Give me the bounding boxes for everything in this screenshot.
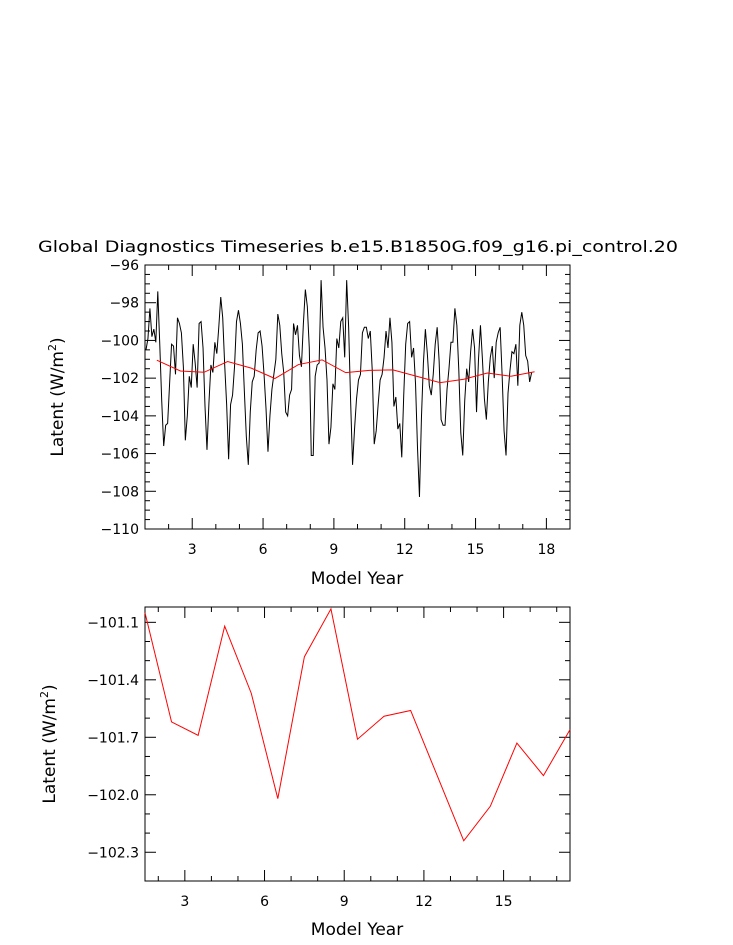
x-axis-label: Model Year	[311, 920, 403, 940]
plot-series	[145, 280, 535, 497]
y-tick-label: −98	[109, 296, 139, 312]
x-tick-label: 15	[495, 894, 513, 910]
y-axis-label-close: )	[40, 684, 60, 691]
series-line-annual-mean	[144, 607, 571, 842]
chart-title: Global Diagnostics Timeseries b.e15.B185…	[38, 237, 678, 257]
x-tick-label: 12	[396, 542, 414, 558]
x-tick-label: 6	[260, 894, 269, 910]
y-tick-label: −101.4	[87, 673, 139, 689]
y-axis-label-main: Latent (W/m	[48, 351, 68, 457]
x-tick-label: 6	[259, 542, 268, 558]
y-axis-label-main: Latent (W/m	[40, 698, 60, 804]
annual-mean-panel: −101.1 −101.4 −101.7 −102.0 −102.3 3 6 9 12 15 M…	[38, 606, 571, 940]
y-tick-label: −102.0	[87, 788, 139, 804]
x-tick-label: 9	[340, 894, 349, 910]
x-axis: 3 6 9 12 15 18	[144, 265, 571, 558]
y-tick-label: −96	[109, 258, 139, 274]
y-axis-label-superscript: 2	[46, 344, 59, 351]
y-tick-label: −102.3	[87, 845, 139, 861]
x-tick-label: 15	[467, 542, 485, 558]
y-axis-label: Latent (W/m2)	[38, 684, 60, 803]
y-axis: −110 −108 −106 −104 −102 −100 −98 −96	[101, 258, 570, 538]
x-axis-label: Model Year	[311, 569, 403, 589]
timeseries-panel: Global Diagnostics Timeseries b.e15.B185…	[38, 237, 678, 589]
y-tick-label: −101.7	[87, 730, 139, 746]
plot-series	[144, 607, 571, 842]
series-line-monthly	[145, 280, 533, 497]
y-tick-label: −106	[101, 447, 140, 463]
y-tick-label: −102	[101, 371, 139, 387]
y-tick-label: −101.1	[87, 615, 139, 631]
x-tick-label: 3	[188, 542, 197, 558]
x-tick-label: 18	[537, 542, 555, 558]
plot-frame	[144, 606, 571, 882]
x-tick-label: 12	[415, 894, 433, 910]
y-axis-label-close: )	[48, 337, 68, 344]
y-tick-label: −100	[101, 333, 139, 349]
x-tick-label: 3	[180, 894, 189, 910]
y-axis-label-superscript: 2	[38, 691, 51, 698]
series-line-annual-mean	[156, 359, 535, 384]
y-tick-label: −104	[101, 409, 140, 425]
x-axis: 3 6 9 12 15	[157, 607, 558, 910]
y-tick-label: −108	[101, 484, 139, 500]
x-tick-label: 9	[329, 542, 338, 558]
y-axis-label: Latent (W/m2)	[46, 337, 68, 456]
y-axis: −101.1 −101.4 −101.7 −102.0 −102.3	[87, 615, 570, 861]
y-tick-label: −110	[101, 522, 139, 538]
